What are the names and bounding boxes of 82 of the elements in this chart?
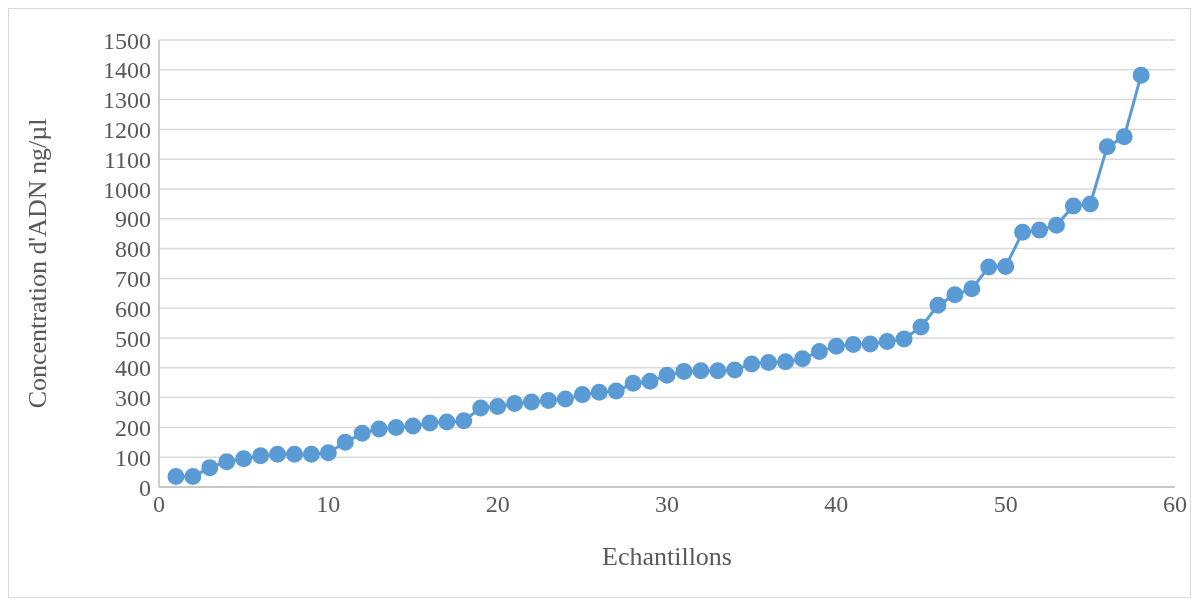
y-tick-label: 1000 [103, 176, 151, 203]
point [658, 366, 676, 384]
y-tick-label: 700 [115, 265, 151, 292]
y-axis-title: Concentration d'ADN ng/µl [23, 118, 53, 409]
y-tick-label: 1300 [103, 87, 151, 114]
point [827, 337, 845, 355]
point [353, 424, 371, 442]
point [489, 398, 507, 416]
point [709, 362, 727, 380]
y-tick-label: 1100 [103, 146, 151, 173]
point [946, 286, 964, 304]
point [235, 450, 253, 468]
y-tick-label: 400 [115, 355, 151, 382]
y-tick-label: 600 [115, 295, 151, 322]
x-tick-label: 40 [824, 491, 849, 518]
y-tick-label: 1200 [103, 116, 151, 143]
y-tick-label: 0 [139, 474, 151, 501]
point [1014, 223, 1032, 241]
point [370, 420, 388, 438]
point [607, 382, 625, 400]
point [472, 399, 490, 417]
point [912, 318, 930, 336]
point [455, 412, 473, 430]
point [421, 414, 439, 432]
x-tick-label: 60 [1163, 491, 1187, 518]
point [1047, 216, 1065, 234]
point [387, 418, 405, 436]
point [506, 395, 524, 413]
point [1064, 197, 1082, 215]
point [590, 383, 608, 401]
point [336, 433, 354, 451]
point [844, 336, 862, 354]
point [675, 362, 693, 380]
y-tick-label: 900 [115, 206, 151, 233]
point [641, 372, 659, 390]
x-tick-label: 10 [316, 491, 341, 518]
point [269, 445, 287, 463]
point [1081, 195, 1099, 213]
point [184, 468, 202, 486]
point [167, 468, 185, 486]
point [201, 459, 219, 477]
point [319, 444, 337, 462]
point [285, 445, 303, 463]
point [793, 350, 811, 368]
point [861, 335, 879, 353]
x-tick-label: 20 [485, 491, 510, 518]
point [726, 361, 744, 379]
y-tick-label: 100 [115, 444, 151, 471]
point [743, 355, 761, 373]
point [895, 330, 913, 348]
point [523, 393, 541, 411]
point [1098, 138, 1116, 156]
y-tick-label: 500 [115, 325, 151, 352]
y-tick-label: 1400 [103, 57, 151, 84]
y-tick-label: 300 [115, 385, 151, 412]
point [573, 386, 591, 404]
x-tick-label: 30 [655, 491, 679, 518]
x-axis-title: Echantillons [602, 542, 732, 571]
point [624, 374, 642, 392]
point [1132, 66, 1150, 84]
y-tick-label: 200 [115, 414, 151, 441]
point [438, 413, 456, 431]
point [556, 390, 574, 408]
point [252, 447, 270, 465]
point [760, 353, 778, 371]
point [1115, 128, 1133, 146]
point [218, 453, 236, 471]
point [980, 258, 998, 276]
y-tick-label: 800 [115, 236, 151, 263]
point [539, 392, 557, 410]
point [997, 257, 1015, 275]
point [1031, 221, 1049, 239]
point [963, 280, 981, 298]
point [929, 296, 947, 314]
point [692, 362, 710, 380]
point [878, 333, 896, 351]
y-tick-label: 1500 [103, 27, 151, 54]
point [810, 342, 828, 360]
point [777, 353, 795, 371]
point [302, 445, 320, 463]
point [404, 417, 422, 435]
x-tick-label: 50 [993, 491, 1018, 518]
